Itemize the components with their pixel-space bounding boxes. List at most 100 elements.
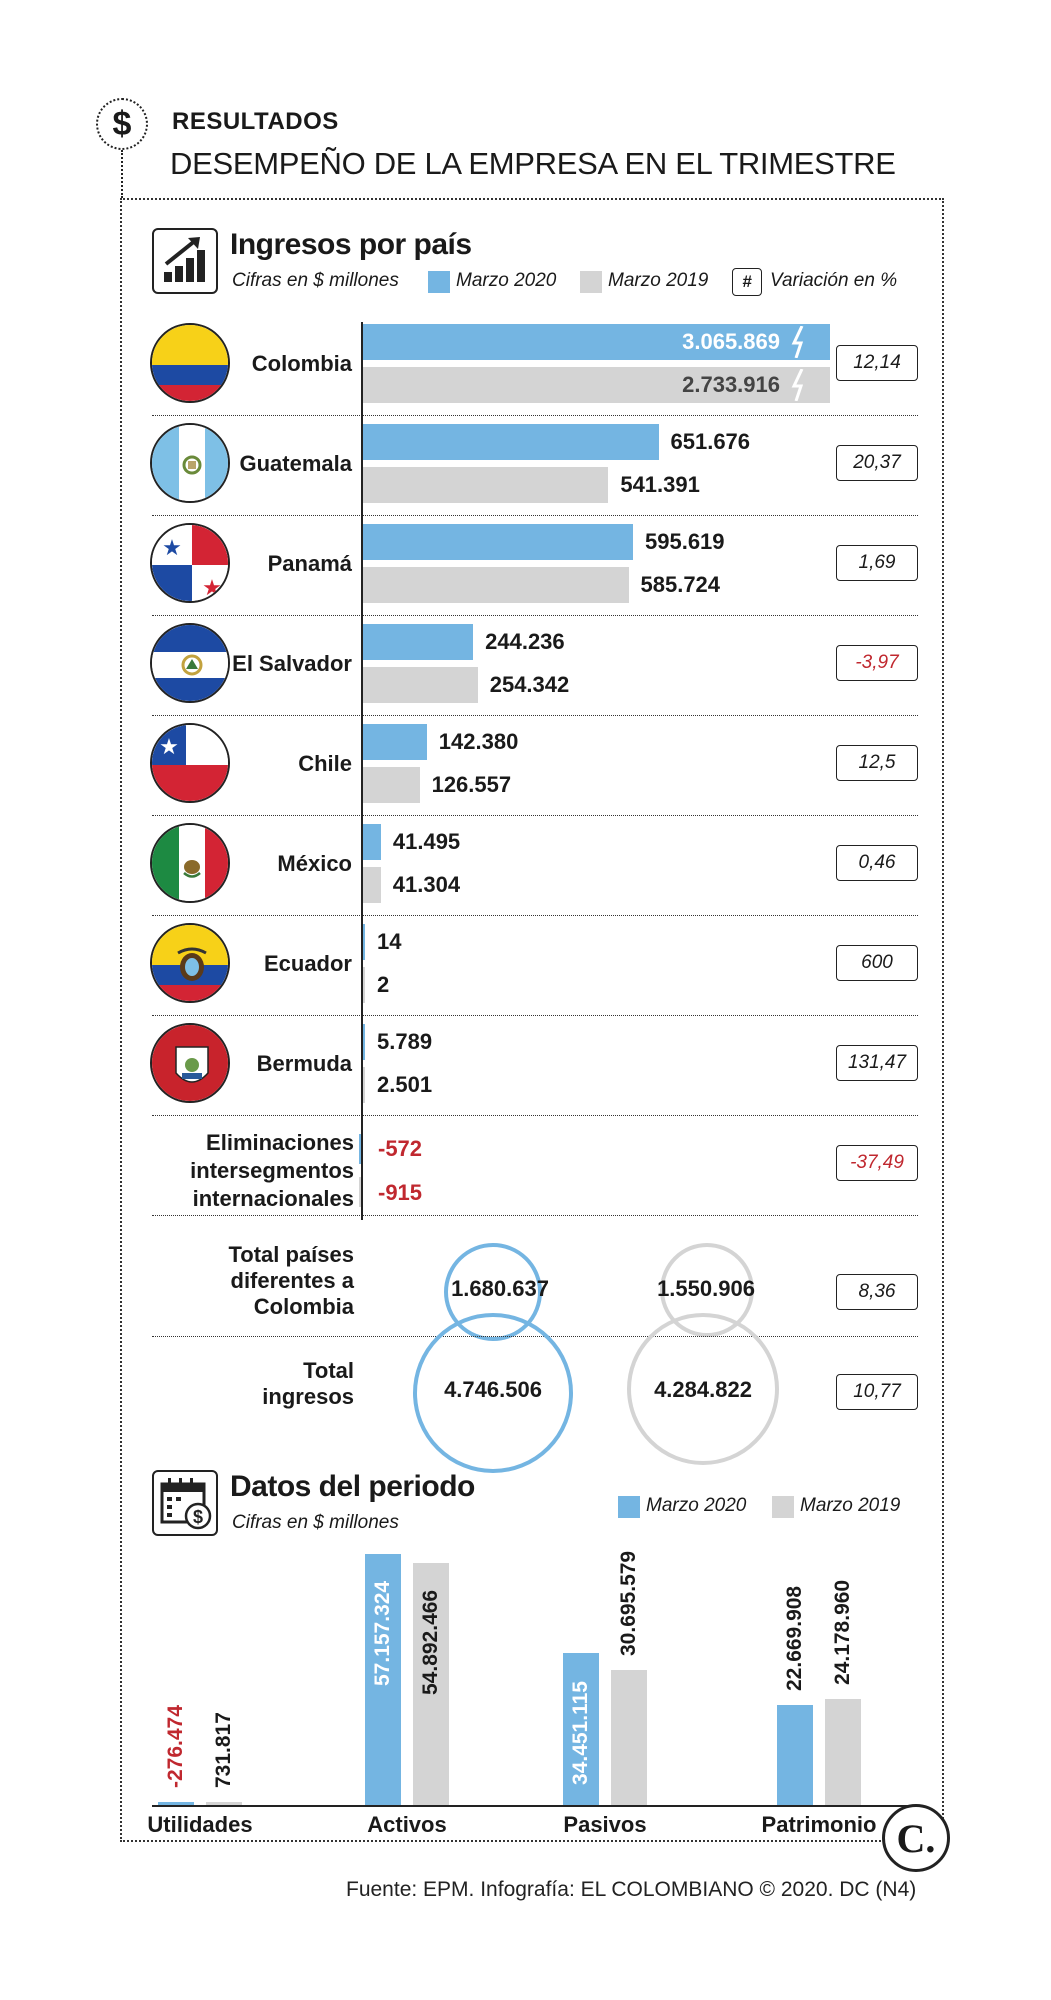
row-2-bar-2019 — [362, 467, 609, 503]
row-1-separator — [152, 415, 918, 416]
row-7-value-2020: 14 — [377, 929, 402, 954]
period-activos-value-2019: 54.892.466 — [419, 1590, 442, 1696]
eliminations-value-2019: -915 — [378, 1180, 423, 1205]
period-pasivos-label: Pasivos — [563, 1812, 647, 1837]
row-2-variation: 20,37 — [836, 445, 918, 481]
section2-subtitle: Cifras en $ millones — [232, 1512, 399, 1533]
eliminations-line1: Eliminaciones — [206, 1130, 354, 1155]
el-colombiano-logo: C. — [882, 1804, 950, 1872]
panama-flag-icon: ★ ★ — [150, 523, 230, 603]
kicker: RESULTADOS — [172, 108, 339, 135]
row-1-axis-break-icon-2019 — [790, 368, 810, 402]
period-patrimonio-label: Patrimonio — [761, 1812, 877, 1837]
row-6-bar-2019 — [362, 867, 381, 903]
row-8-value-2019: 2.501 — [377, 1072, 433, 1097]
row-5-separator — [152, 815, 918, 816]
period-utilidades-bar-2020 — [158, 1802, 194, 1805]
row-1-axis-break-icon-2020 — [790, 325, 810, 359]
period-patrimonio-bar-2019 — [825, 1698, 861, 1805]
total-2019: 4.284.822 — [654, 1377, 752, 1402]
row-8-value-2020: 5.789 — [377, 1029, 433, 1054]
row-8-bar-2020 — [362, 1024, 365, 1060]
row-3-value-2020: 595.619 — [645, 529, 725, 554]
period-pasivos-bar-2019 — [611, 1669, 647, 1805]
legend2-label-2019: Marzo 2019 — [800, 1495, 901, 1516]
row-8-separator — [152, 1115, 918, 1116]
total-foreign-variation: 8,36 — [836, 1274, 918, 1310]
section2-title: Datos del periodo — [230, 1470, 475, 1503]
guatemala-flag-icon — [150, 423, 230, 503]
row-1-variation: 12,14 — [836, 345, 918, 381]
legend-label-2020: Marzo 2020 — [456, 270, 557, 291]
row-6-variation: 0,46 — [836, 845, 918, 881]
row-7-value-2019: 2 — [377, 972, 390, 997]
row-4-value-2020: 244.236 — [485, 629, 565, 654]
row-5-country-name: Chile — [298, 751, 352, 776]
row-7-separator — [152, 1015, 918, 1016]
row-3-bar-2020 — [362, 524, 633, 560]
country-rows: Colombia 3.065.869 2.733.916 12,14 Guatemala… — [152, 324, 918, 1216]
ecuador-flag-icon — [150, 923, 230, 1003]
growth-chart-icon — [152, 228, 218, 294]
total-foreign-2019: 1.550.906 — [657, 1276, 755, 1301]
row-5-value-2020: 142.380 — [438, 729, 519, 754]
legend2-label-2020: Marzo 2020 — [646, 1495, 747, 1516]
period-activos-label: Activos — [367, 1812, 447, 1837]
period-activos-bar-2019 — [413, 1563, 449, 1805]
row-4-country-name: El Salvador — [232, 651, 352, 676]
row-4-bar-2019 — [362, 667, 478, 703]
legend-label-variation: Variación en % — [770, 270, 898, 291]
total-circle-2019 — [627, 1313, 779, 1465]
row-1-country-name: Colombia — [251, 351, 352, 376]
total-2020: 4.746.506 — [444, 1377, 542, 1402]
section1-title: Ingresos por país — [230, 228, 472, 261]
legend-swatch-2020 — [428, 271, 450, 293]
period-activos-value-2020: 57.157.324 — [371, 1580, 394, 1686]
total-foreign-line1: Total países — [228, 1242, 354, 1267]
total-foreign-line2: diferentes a — [230, 1268, 355, 1293]
row-3-variation: 1,69 — [836, 545, 918, 581]
row-6-country-name: México — [277, 851, 352, 876]
dollar-icon: $ — [96, 98, 148, 150]
row-4-separator — [152, 715, 918, 716]
row-4-value-2019: 254.342 — [489, 672, 570, 697]
total-line1: Total — [303, 1358, 354, 1383]
row-4-bar-2020 — [362, 624, 474, 660]
period-pasivos-value-2019: 30.695.579 — [617, 1550, 640, 1656]
total-foreign-line3: Colombia — [253, 1294, 354, 1319]
row-4-variation: -3,97 — [836, 645, 918, 681]
row-5-value-2019: 126.557 — [431, 772, 512, 797]
row-2-separator — [152, 515, 918, 516]
row-1-value-2019: 2.733.916 — [682, 372, 780, 397]
row-2-bar-2020 — [362, 424, 659, 460]
legend-label-2019: Marzo 2019 — [608, 270, 709, 291]
eliminations-separator — [152, 1215, 918, 1216]
el-salvador-flag-icon — [150, 623, 230, 703]
eliminations-variation: -37,49 — [836, 1145, 918, 1181]
source-footer: Fuente: EPM. Infografía: EL COLOMBIANO ©… — [346, 1878, 917, 1901]
period-utilidades-value-2019: 731.817 — [212, 1711, 235, 1788]
period-utilidades-bar-2019 — [206, 1801, 242, 1805]
total-foreign-label: Total países diferentes a Colombia — [190, 1242, 354, 1320]
row-3-country-name: Panamá — [267, 551, 352, 576]
legend-swatch-2019 — [580, 271, 602, 293]
legend2-swatch-2019 — [772, 1496, 794, 1518]
period-utilidades-label: Utilidades — [147, 1812, 253, 1837]
row-7-country-name: Ecuador — [263, 951, 352, 976]
row-2-value-2020: 651.676 — [670, 429, 751, 454]
period-chart: Utilidades -276.474 731.817 Activos 57.157.3… — [147, 1550, 877, 1837]
row-2-country-name: Guatemala — [239, 451, 353, 476]
section1-subtitle: Cifras en $ millones — [232, 270, 399, 291]
row-3-bar-2019 — [362, 567, 629, 603]
row-1-bar-2019 — [362, 367, 830, 403]
total-label: Total ingresos — [190, 1358, 354, 1410]
bar-axis-line — [361, 322, 363, 1220]
eliminations-bar-2020 — [359, 1134, 362, 1164]
logo-letter: C. — [896, 1815, 936, 1861]
row-2-value-2019: 541.391 — [620, 472, 700, 497]
row-5-bar-2019 — [362, 767, 420, 803]
period-pasivos-bar-2020 — [563, 1653, 599, 1805]
row-5-variation: 12,5 — [836, 745, 918, 781]
hash-symbol: # — [732, 268, 762, 296]
eliminations-bar-2019 — [359, 1177, 362, 1207]
